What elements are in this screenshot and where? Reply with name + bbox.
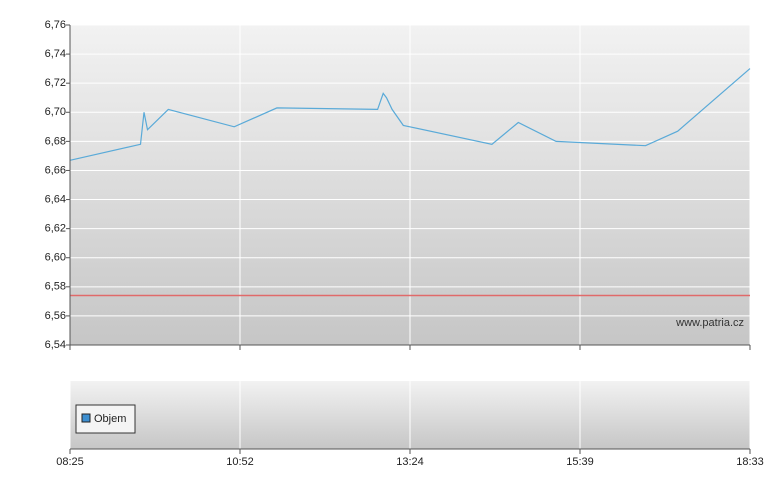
x-tick-label: 15:39 — [566, 456, 594, 468]
x-tick-label: 08:25 — [56, 456, 84, 468]
y-tick-label: 6,58 — [45, 281, 66, 293]
y-tick-label: 6,74 — [45, 48, 66, 60]
legend-swatch — [81, 413, 91, 423]
y-tick-label: 6,76 — [45, 19, 66, 31]
x-tick-label: 18:33 — [736, 456, 764, 468]
y-tick-label: 6,68 — [45, 135, 66, 147]
marks — [69, 68, 751, 297]
legend-label: Objem — [94, 413, 126, 425]
watermark: www.patria.cz — [675, 317, 744, 329]
y-tick-label: 6,72 — [45, 77, 66, 89]
y-tick-label: 6,64 — [45, 193, 66, 205]
x-tick-label: 10:52 — [226, 456, 254, 468]
y-tick-label: 6,60 — [45, 252, 66, 264]
x-tick-label: 13:24 — [396, 456, 424, 468]
y-tick-label: 6,66 — [45, 164, 66, 176]
y-tick-label: 6,70 — [45, 106, 66, 118]
y-tick-label: 6,56 — [45, 310, 66, 322]
price-line — [69, 68, 751, 161]
y-tick-label: 6,62 — [45, 223, 66, 235]
y-tick-label: 6,54 — [45, 339, 66, 351]
